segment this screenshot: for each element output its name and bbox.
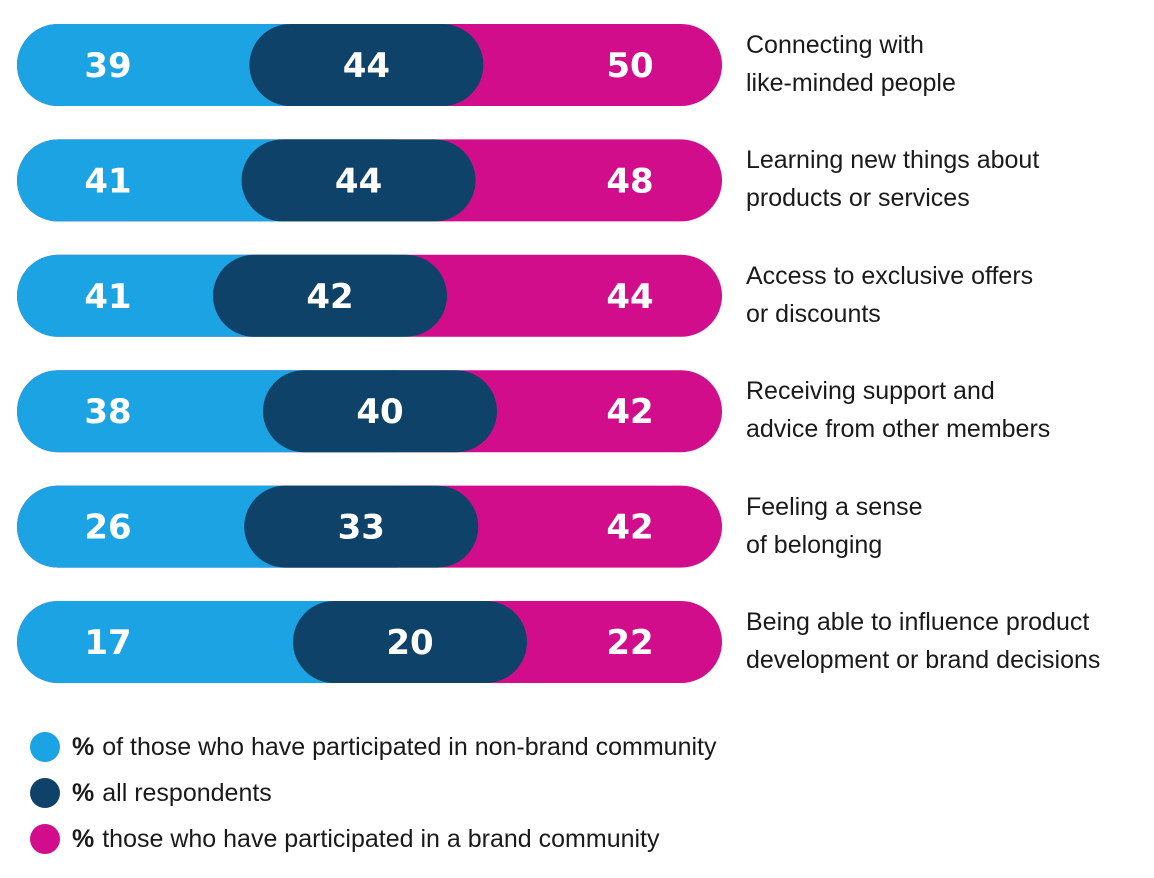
- category-label: Connecting with like-minded people: [746, 26, 1146, 102]
- category-label-line: Receiving support and: [746, 377, 995, 406]
- value-label-brand: 42: [606, 392, 653, 432]
- legend: % of those who have participated in non-b…: [30, 724, 716, 862]
- category-label-line: Learning new things about: [746, 146, 1040, 175]
- value-label-brand: 44: [606, 277, 653, 317]
- category-label-line: like-minded people: [746, 69, 956, 97]
- bar-all-respondents: [241, 139, 476, 222]
- category-label-line: products or services: [746, 184, 970, 213]
- value-label-brand: 22: [606, 623, 653, 663]
- legend-pct: %: [72, 778, 95, 807]
- value-label-brand: 50: [606, 46, 653, 86]
- category-label: Learning new things about products or ser…: [746, 141, 1146, 217]
- bar-all-respondents: [213, 254, 447, 337]
- legend-dot-all: [30, 778, 60, 808]
- value-label-non-brand: 41: [84, 161, 131, 201]
- legend-label-non-brand: of those who have participated in non-br…: [102, 732, 717, 761]
- legend-item-all: % all respondents: [30, 770, 716, 816]
- legend-label-all: all respondents: [102, 778, 272, 807]
- bar-all-respondents: [293, 601, 527, 683]
- legend-pct: %: [72, 732, 95, 761]
- value-label-all: 42: [306, 277, 353, 317]
- value-label-non-brand: 39: [84, 46, 131, 86]
- legend-label-brand: those who have participated in a brand c…: [102, 824, 660, 853]
- value-label-all: 40: [356, 392, 403, 432]
- category-label-line: Access to exclusive offers: [746, 261, 1034, 290]
- category-label-line: development or brand decisions: [746, 646, 1101, 674]
- category-label: Feeling a sense of belonging: [746, 488, 1146, 564]
- legend-item-non-brand: % of those who have participated in non-b…: [30, 724, 716, 770]
- category-label: Receiving support and advice from other m…: [746, 372, 1146, 448]
- category-label-line: Being able to influence product: [746, 608, 1090, 636]
- bar-all-respondents: [244, 485, 479, 568]
- value-label-brand: 42: [606, 508, 653, 548]
- category-label-line: Feeling a sense: [746, 492, 923, 521]
- bar-all-respondents: [263, 370, 497, 453]
- value-label-all: 20: [386, 623, 433, 663]
- category-label: Access to exclusive offers or discounts: [746, 257, 1146, 333]
- value-label-all: 44: [343, 46, 390, 86]
- value-label-non-brand: 26: [84, 508, 131, 548]
- chart-svg: 39 44 50 41 44 48 41 42 44 38 40 42 26 33 42 17 20 22: [17, 24, 722, 683]
- category-label-line: advice from other members: [746, 415, 1051, 444]
- legend-dot-non-brand: [30, 732, 60, 762]
- value-label-non-brand: 41: [84, 277, 131, 317]
- legend-pct: %: [72, 824, 95, 853]
- category-label-line: or discounts: [746, 299, 881, 328]
- value-label-all: 44: [335, 161, 382, 201]
- legend-item-brand: % those who have participated in a brand …: [30, 816, 716, 862]
- category-label-line: Connecting with: [746, 31, 924, 59]
- category-label-line: of belonging: [746, 530, 883, 559]
- value-label-non-brand: 38: [84, 392, 131, 432]
- bar-all-respondents: [249, 24, 484, 106]
- value-label-all: 33: [338, 508, 385, 548]
- category-label: Being able to influence product developme…: [746, 603, 1146, 679]
- value-label-brand: 48: [606, 161, 653, 201]
- value-label-non-brand: 17: [84, 623, 131, 663]
- legend-dot-brand: [30, 824, 60, 854]
